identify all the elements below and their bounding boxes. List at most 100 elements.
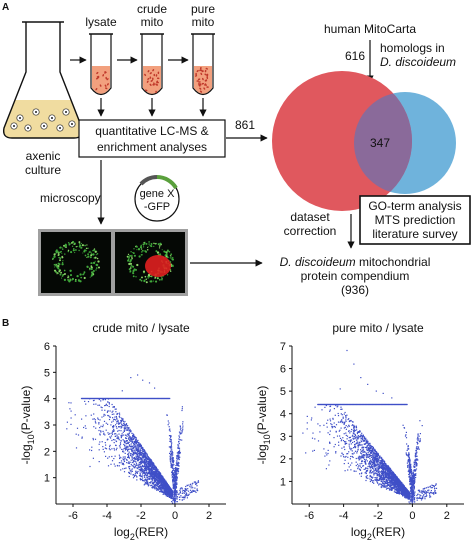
plot-point — [346, 414, 348, 416]
plot-point — [103, 413, 105, 415]
plot-point — [176, 462, 178, 464]
plot-point — [366, 475, 368, 477]
plot-point — [134, 443, 136, 445]
gfp-speck — [164, 254, 167, 257]
plot-point — [158, 472, 160, 474]
plot-point — [305, 452, 307, 454]
plot-point — [100, 406, 102, 408]
plot-point — [87, 401, 90, 403]
plot-point — [163, 485, 165, 487]
plot-point — [103, 415, 105, 417]
plot-point — [168, 426, 170, 428]
plot-point — [363, 457, 365, 459]
tube-particle — [199, 87, 202, 90]
plot-point — [119, 422, 121, 424]
gfp-speck — [78, 280, 80, 282]
plot-point — [117, 420, 119, 422]
plot-point — [385, 475, 387, 477]
y-axis-label: -log10(P-value) — [19, 386, 36, 465]
plot-point — [195, 491, 197, 493]
homolog-count: 616 — [345, 49, 365, 63]
plot-point — [125, 423, 127, 426]
plot-point — [119, 443, 122, 445]
plot-point — [413, 463, 415, 466]
plot-point — [178, 443, 180, 445]
plot-point — [179, 425, 181, 427]
plot-point — [139, 458, 141, 460]
plot-point — [157, 474, 159, 477]
gfp-speck — [154, 277, 156, 279]
plot-point — [100, 430, 102, 432]
plot-point — [406, 443, 408, 445]
tube-particle — [104, 87, 108, 90]
plot-point — [357, 446, 359, 448]
plot-point — [384, 463, 387, 465]
plot-point — [95, 427, 97, 429]
plot-point — [138, 459, 140, 461]
plot-point — [410, 472, 413, 474]
plot-point — [167, 424, 169, 426]
plot-point — [190, 487, 192, 489]
plot-point — [168, 429, 170, 431]
plot-point — [137, 444, 139, 446]
plot-point — [176, 456, 178, 458]
plot-point — [333, 425, 335, 428]
compendium-line-2: protein compendium — [301, 269, 410, 283]
plot-point — [147, 471, 149, 473]
plot-point — [171, 474, 173, 476]
plot-point — [137, 446, 139, 448]
tube-particle — [198, 81, 201, 83]
plot-point — [127, 427, 129, 429]
plot-point — [174, 493, 176, 495]
plot-point — [343, 423, 345, 425]
plot-point — [123, 425, 125, 427]
plot-point — [81, 436, 83, 438]
plot-point — [176, 482, 178, 484]
plot-point — [140, 469, 142, 471]
plot-point — [173, 489, 175, 491]
plot-point — [142, 456, 144, 458]
plot-point — [90, 414, 92, 416]
plot-point — [134, 473, 136, 475]
gfp-speck — [131, 256, 133, 258]
plot-point — [140, 460, 142, 462]
plot-point — [172, 502, 174, 504]
plot-point — [413, 486, 415, 488]
plot-point — [179, 432, 181, 434]
plot-point — [381, 480, 383, 482]
plot-point — [369, 462, 371, 464]
plot-point — [378, 457, 380, 459]
plot-point — [121, 448, 123, 450]
plot-point — [158, 481, 160, 483]
plot-point — [100, 400, 102, 402]
plot-point — [160, 473, 162, 475]
plot-point — [140, 463, 143, 465]
plot-point — [171, 467, 173, 469]
plot-point — [108, 402, 110, 404]
tube-particle — [199, 69, 202, 72]
tube-particle — [102, 74, 105, 77]
gfp-speck — [140, 244, 142, 247]
plot-point — [144, 483, 146, 485]
plot-point — [131, 440, 133, 442]
plot-point — [413, 474, 415, 476]
plot-point — [172, 457, 174, 459]
plot-point — [370, 446, 373, 448]
plot-point — [167, 486, 170, 488]
gfp-speck — [141, 276, 143, 279]
plot-point — [384, 474, 386, 476]
plot-point — [137, 470, 139, 473]
gfp-speck — [54, 266, 56, 268]
plot-point — [74, 414, 76, 416]
plot-point — [132, 435, 134, 437]
plot-point — [153, 470, 155, 472]
plot-point — [177, 455, 179, 457]
plot-point — [173, 495, 175, 497]
plot-point — [140, 445, 142, 447]
analysis-box — [78, 119, 226, 158]
plot-point — [92, 400, 95, 402]
plot-point — [357, 437, 359, 439]
plot-point — [123, 440, 125, 442]
plot-point — [98, 398, 100, 401]
